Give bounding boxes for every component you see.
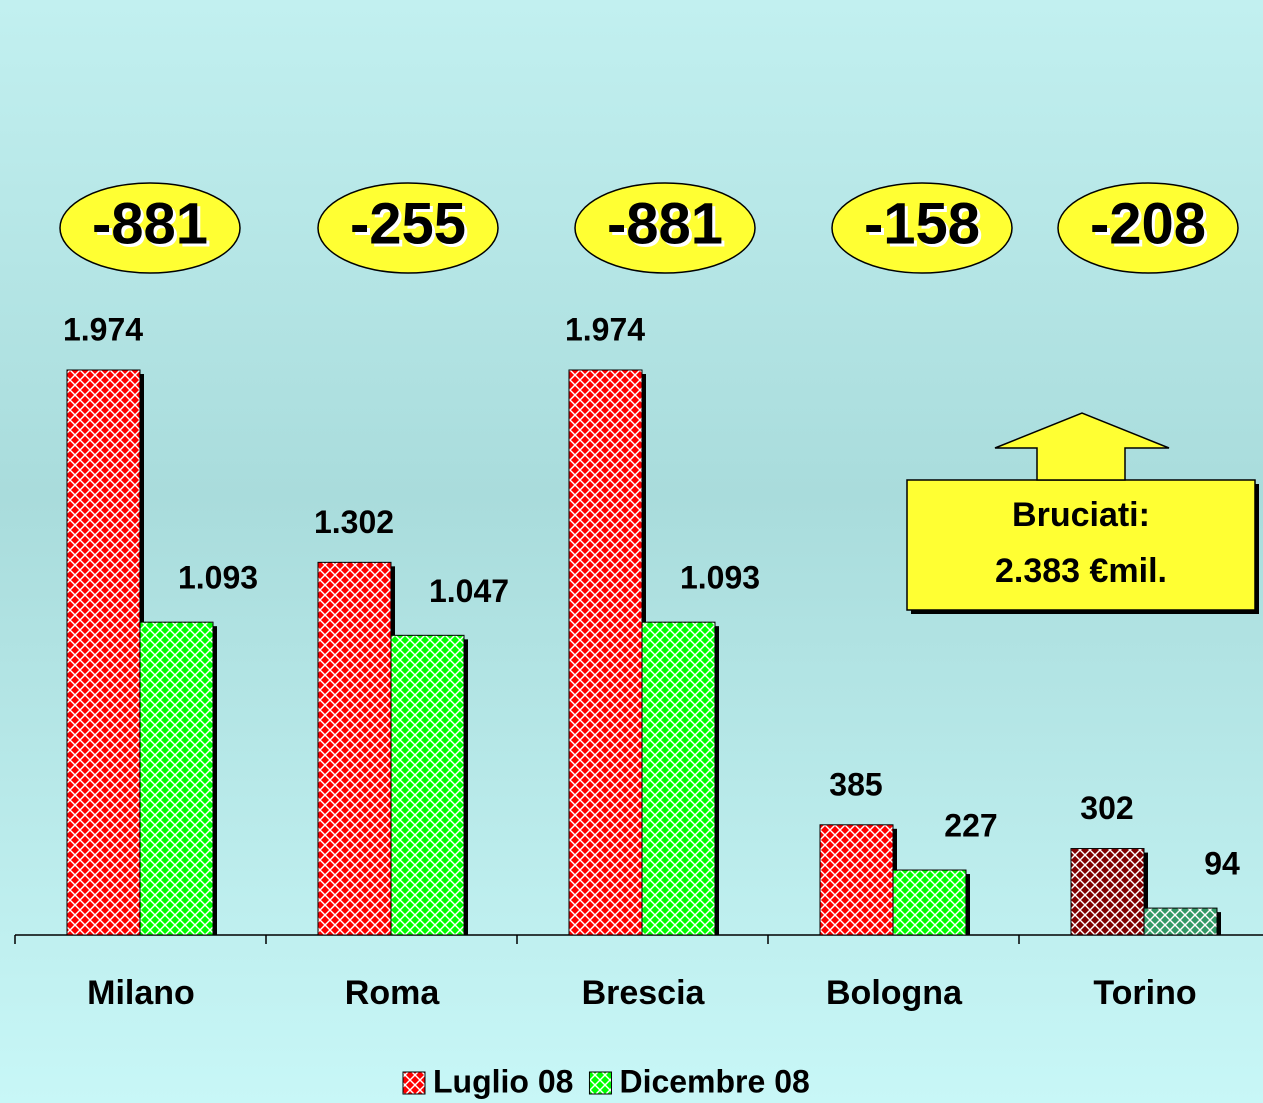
x-tick-label: Roma xyxy=(345,974,441,1012)
callout: Bruciati: 2.383 €mil. xyxy=(906,412,1259,614)
data-label: 1.974 xyxy=(565,311,645,347)
bar xyxy=(1070,848,1145,936)
data-label: 227 xyxy=(944,807,997,843)
callout-text: Bruciati: xyxy=(1012,496,1150,534)
callout-text: 2.383 €mil. xyxy=(995,552,1167,590)
bar xyxy=(892,869,967,936)
bar xyxy=(317,561,392,936)
difference-bubble xyxy=(59,182,241,274)
difference-bubble xyxy=(574,182,756,274)
difference-shadow: -208 xyxy=(1093,194,1209,259)
legend-swatch xyxy=(588,1071,612,1095)
difference-label: -881 xyxy=(92,191,208,256)
difference-label: -208 xyxy=(1090,191,1206,256)
bar xyxy=(66,369,141,936)
data-label: 1.093 xyxy=(680,560,760,596)
bar xyxy=(390,634,465,936)
data-label: 1.302 xyxy=(314,504,394,540)
data-label: 1.093 xyxy=(178,560,258,596)
difference-label: -158 xyxy=(864,191,980,256)
difference-label: -881 xyxy=(607,191,723,256)
data-label: 94 xyxy=(1204,846,1240,882)
callout-arrow xyxy=(994,412,1170,481)
bar xyxy=(819,824,894,936)
difference-bubble xyxy=(1057,182,1239,274)
legend-swatch xyxy=(402,1071,426,1095)
data-label: 385 xyxy=(829,766,882,802)
x-tick-label: Torino xyxy=(1093,974,1196,1012)
data-label: 302 xyxy=(1080,790,1133,826)
difference-shadow: -158 xyxy=(867,194,983,259)
legend-label: Dicembre 08 xyxy=(619,1063,809,1099)
callout-box xyxy=(906,479,1256,611)
difference-shadow: -881 xyxy=(95,194,211,259)
difference-bubble xyxy=(831,182,1013,274)
x-tick-label: Bologna xyxy=(826,974,963,1012)
bar xyxy=(139,621,214,936)
x-tick-label: Milano xyxy=(87,974,195,1012)
data-label: 1.047 xyxy=(429,573,509,609)
bar xyxy=(568,369,643,936)
bar xyxy=(1143,907,1218,936)
bar xyxy=(641,621,716,936)
difference-shadow: -881 xyxy=(610,194,726,259)
difference-shadow: -255 xyxy=(353,194,469,259)
difference-label: -255 xyxy=(350,191,466,256)
legend-label: Luglio 08 xyxy=(433,1063,573,1099)
difference-bubble xyxy=(317,182,499,274)
x-tick-label: Brescia xyxy=(582,974,706,1012)
data-label: 1.974 xyxy=(63,311,143,347)
